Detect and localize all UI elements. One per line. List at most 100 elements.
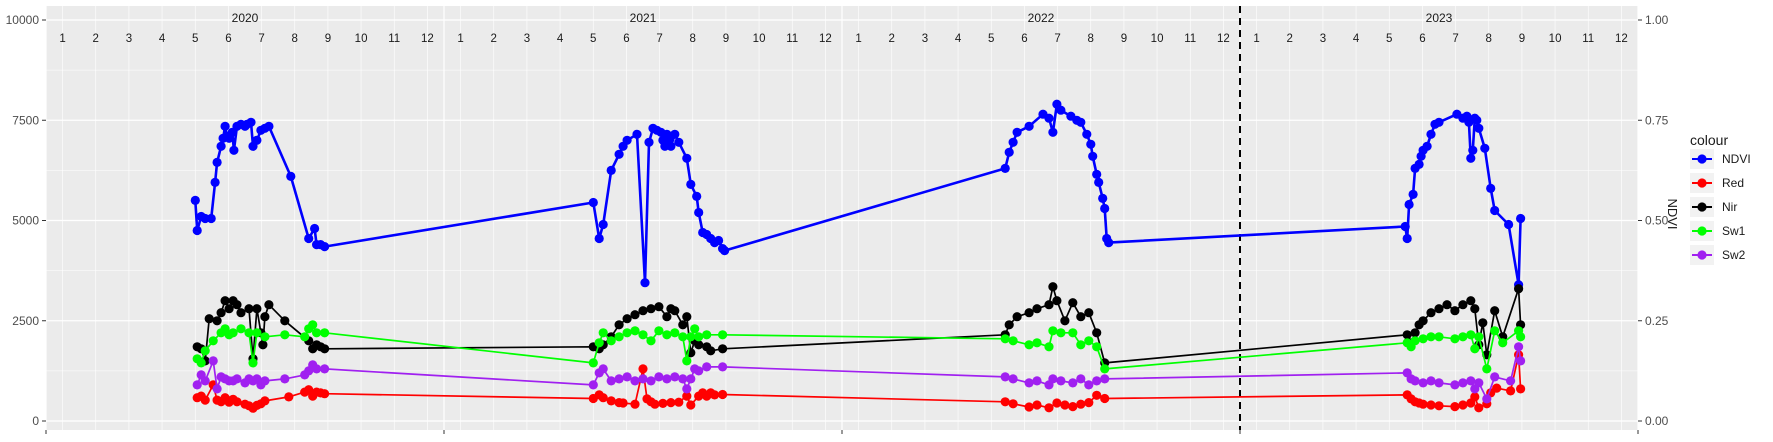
legend-item-nir: Nir [1690,197,1737,217]
data-point [320,389,330,399]
data-point [1418,399,1428,409]
data-point [210,177,220,187]
month-label: 3 [922,33,928,45]
data-point [1472,115,1482,125]
month-label: 4 [159,33,166,45]
data-point [1506,376,1516,386]
data-point [702,362,712,372]
data-point [646,336,656,346]
month-label: 5 [590,33,596,45]
data-point [1408,189,1418,199]
data-point [662,312,672,322]
data-point [220,296,230,306]
data-point [1000,163,1010,173]
data-point [1490,326,1500,336]
data-point [229,145,239,155]
data-point [666,398,676,408]
legend-label: Sw1 [1722,224,1746,238]
data-point [1474,123,1484,133]
data-point [686,179,696,189]
data-point [252,328,262,338]
data-point [224,304,234,314]
data-point [1100,374,1110,384]
legend-key-point [1697,154,1707,164]
legend-key-point [1697,250,1707,260]
data-point [682,391,692,401]
data-point [686,332,696,342]
month-label: 12 [819,33,832,45]
data-point [640,278,650,288]
data-point [606,396,616,406]
data-point [1482,364,1492,374]
month-label: 7 [1452,33,1458,45]
legend-item-sw2: Sw2 [1690,245,1746,265]
data-point [598,393,608,403]
data-point [654,326,664,336]
data-point [190,195,200,205]
data-point [638,364,648,374]
data-point [1094,177,1104,187]
data-point [1044,403,1054,413]
data-point [654,372,664,382]
data-point [630,399,640,409]
data-point [1068,328,1078,338]
data-point [694,332,704,342]
month-label: 3 [1320,33,1326,45]
data-point [1466,153,1476,163]
data-point [1418,316,1428,326]
data-point [588,380,598,390]
data-point [1442,300,1452,310]
data-point [300,332,310,342]
y-tick-label-right: 0.75 [1645,113,1669,127]
data-point [1410,336,1420,346]
month-label: 10 [355,33,368,45]
series-layer [190,99,1526,413]
data-point [206,213,216,224]
data-point [614,374,624,384]
data-point [1478,318,1488,328]
data-point [622,135,632,145]
data-point [710,390,720,400]
data-point [320,328,330,338]
data-point [1470,392,1480,402]
data-point [280,330,290,340]
data-point [1044,300,1054,310]
data-point [1076,117,1086,127]
data-point [630,326,640,336]
month-label: 10 [753,33,766,45]
data-point [588,197,598,208]
series-sw2 [192,342,1526,404]
data-point [674,397,684,407]
data-point [212,316,222,326]
data-point [1434,304,1444,314]
data-point [662,330,672,340]
data-point [670,129,680,139]
data-point [320,242,330,252]
data-point [720,246,730,256]
series-red [192,350,1526,413]
month-label: 1 [59,33,65,45]
data-point [1100,364,1110,374]
month-label: 8 [292,33,298,45]
data-point [1516,213,1526,224]
data-point [1044,113,1054,123]
data-point [622,328,632,338]
data-point [208,336,218,346]
data-point [690,324,700,334]
legend-label: Nir [1722,200,1737,214]
month-label: 6 [1419,33,1425,45]
month-label: 5 [192,33,198,45]
data-point [1060,400,1070,410]
data-point [686,374,696,384]
data-point [1056,328,1066,338]
month-label: 11 [388,33,400,45]
data-point [1076,399,1086,409]
y-tick-label-right: 0.50 [1645,214,1669,228]
data-point [1086,139,1096,149]
data-point [694,366,704,376]
data-point [192,380,202,390]
data-point [702,330,712,340]
data-point [232,300,242,310]
data-point [1092,328,1102,338]
data-point [682,356,692,366]
